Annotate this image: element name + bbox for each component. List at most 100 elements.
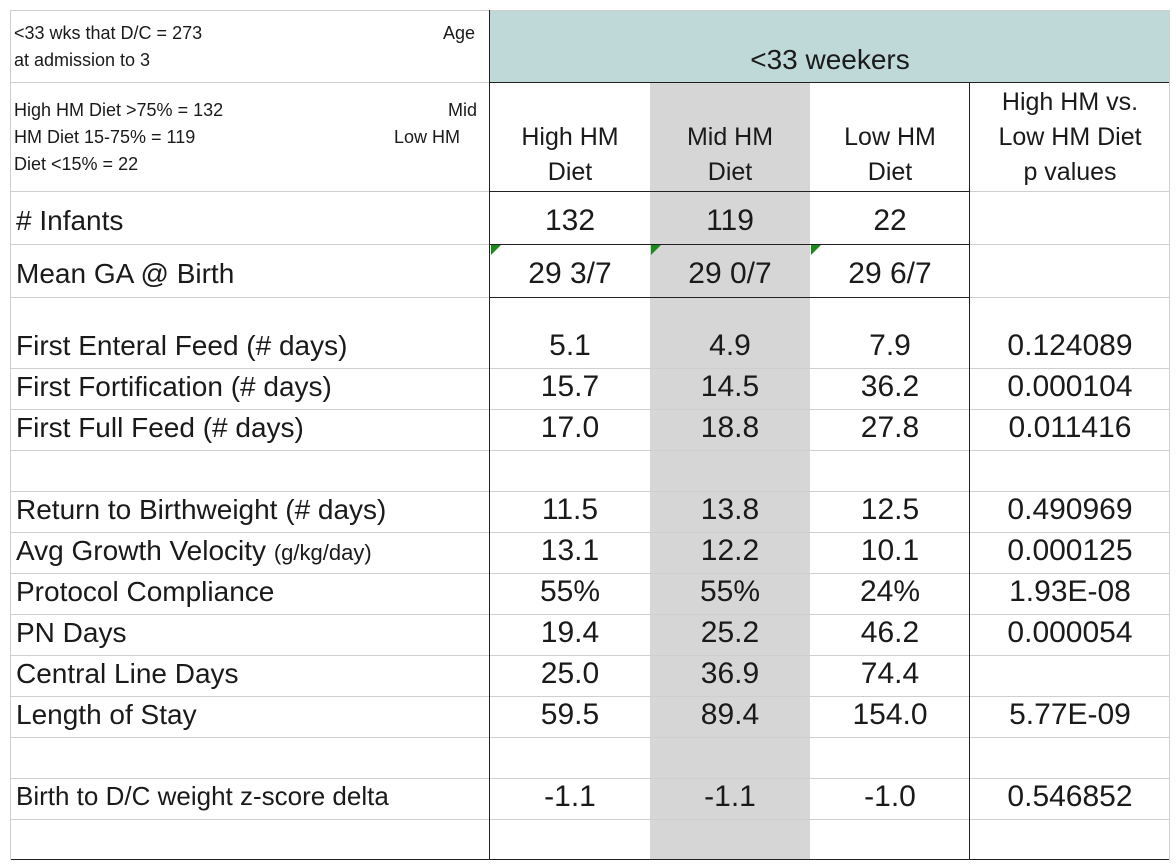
gridline [10, 614, 1170, 615]
col-header-low-line2: Diet [867, 158, 913, 186]
cell-high: 11.5 [541, 493, 599, 526]
col-header-high-line2: Diet [547, 158, 593, 186]
row-label: First Enteral Feed (# days) [16, 330, 348, 361]
col-header-pvalue-line3: p values [1023, 158, 1117, 186]
cell-high: -1.1 [544, 780, 596, 813]
cell-low: 36.2 [860, 370, 920, 403]
note-line-2: at admission to 3 [14, 50, 151, 70]
col-header-mid-line1: Mid HM [686, 123, 774, 151]
col-header-pvalue-line2: Low HM Diet [998, 123, 1142, 151]
cell-mid: 4.9 [709, 329, 751, 362]
legend-line-1-right: Mid [448, 100, 478, 120]
cell-infants-high: 132 [544, 204, 596, 237]
gridline [10, 655, 1170, 656]
cell-low: 12.5 [860, 493, 920, 526]
cell-ga-high: 29 3/7 [528, 257, 612, 290]
note-line-1-right: Age [443, 23, 476, 43]
row-label-infants: # Infants [16, 205, 124, 236]
gridline [10, 191, 490, 192]
col-header-low-line1: Low HM [844, 123, 936, 151]
gridline [10, 778, 1170, 779]
gridline [10, 450, 1170, 451]
gridline [489, 10, 490, 860]
legend-line-3: Diet <15% = 22 [14, 154, 139, 174]
gridline [10, 573, 1170, 574]
gridline [10, 532, 1170, 533]
cell-low: 154.0 [852, 698, 928, 731]
cell-mid: 55% [699, 575, 761, 608]
cell-pvalue: 0.000125 [1007, 534, 1133, 567]
gridline [970, 191, 1170, 192]
gridline [10, 244, 490, 245]
row-label: Protocol Compliance [16, 576, 275, 607]
cell-low: 27.8 [860, 411, 920, 444]
cell-high: 17.0 [540, 411, 600, 444]
col-header-mid-line2: Diet [707, 158, 753, 186]
legend-line-2: HM Diet 15-75% = 119 [14, 127, 196, 147]
gridline [10, 10, 1170, 11]
gridline [10, 737, 1170, 738]
cell-low: 74.4 [860, 657, 920, 690]
group-header-band [490, 10, 1170, 82]
gridline [10, 696, 1170, 697]
cell-low: 24% [859, 575, 921, 608]
cell-mid: 12.2 [700, 534, 760, 567]
cell-high: 59.5 [540, 698, 600, 731]
row-label: PN Days [16, 617, 127, 648]
gridline [490, 297, 970, 298]
cell-mid: 25.2 [700, 616, 760, 649]
cell-pvalue: 0.546852 [1007, 780, 1133, 813]
gridline [10, 409, 1170, 410]
row-label: Birth to D/C weight z-score delta [16, 781, 389, 811]
cell-high: 19.4 [540, 616, 600, 649]
cell-mid: 14.5 [700, 370, 760, 403]
gridline [490, 244, 970, 245]
cell-pvalue: 0.000104 [1007, 370, 1133, 403]
row-label-text: Avg Growth Velocity [16, 535, 267, 566]
comment-marker-icon [811, 245, 821, 255]
gridline [970, 244, 1170, 245]
cell-pvalue: 0.011416 [1008, 411, 1132, 444]
cell-low: 7.9 [869, 329, 911, 362]
cell-high: 5.1 [549, 329, 591, 362]
gridline [490, 191, 970, 192]
row-label: First Fortification (# days) [16, 371, 332, 402]
cell-ga-mid: 29 0/7 [688, 257, 772, 290]
col-header-pvalue-line1: High HM vs. [1001, 88, 1139, 116]
row-label: Length of Stay [16, 699, 197, 730]
gridline [969, 82, 970, 860]
cell-infants-low: 22 [873, 204, 907, 237]
note-line-1: <33 wks that D/C = 273 [14, 23, 203, 43]
cell-mid: 89.4 [700, 698, 760, 731]
cell-high: 55% [539, 575, 601, 608]
col-header-mid: Mid HM Diet [650, 120, 810, 190]
cell-pvalue: 0.490969 [1007, 493, 1133, 526]
cell-mid: -1.1 [704, 780, 756, 813]
row-label: Central Line Days [16, 658, 239, 689]
legend-line-2-right: Low HM [394, 127, 461, 147]
cell-low: 46.2 [860, 616, 920, 649]
gridline [490, 82, 1170, 83]
comment-marker-icon [491, 245, 501, 255]
group-header: <33 weekers [750, 44, 910, 75]
gridline [970, 297, 1170, 298]
gridline [10, 819, 1170, 820]
cell-high: 15.7 [540, 370, 600, 403]
cell-low: -1.0 [864, 780, 916, 813]
gridline [10, 368, 1170, 369]
col-header-low: Low HM Diet [810, 120, 970, 190]
cell-pvalue: 0.000054 [1007, 616, 1133, 649]
mid-column-shading [650, 82, 810, 859]
row-label-unit: (g/kg/day) [273, 540, 372, 565]
legend-line-1: High HM Diet >75% = 132 [14, 100, 224, 120]
gridline [1169, 10, 1170, 860]
gridline [10, 10, 11, 860]
cell-mid: 13.8 [700, 493, 760, 526]
comment-marker-icon [651, 245, 661, 255]
cell-low: 10.1 [860, 534, 920, 567]
cell-high: 13.1 [540, 534, 600, 567]
gridline [10, 859, 1170, 860]
cell-high: 25.0 [540, 657, 600, 690]
row-label: First Full Feed (# days) [16, 412, 304, 443]
cell-pvalue: 5.77E-09 [1009, 698, 1131, 731]
